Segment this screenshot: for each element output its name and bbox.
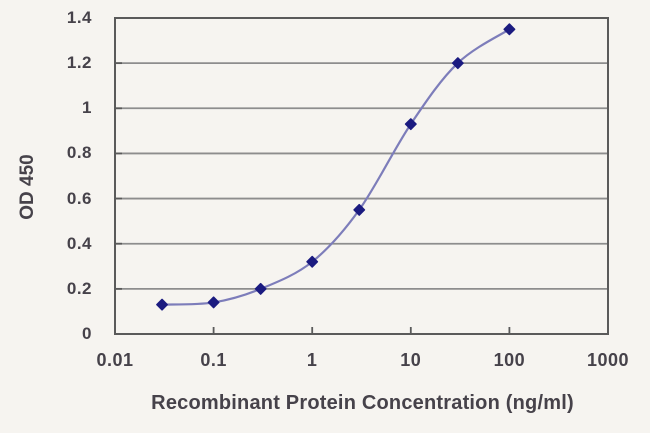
y-tick-label: 1.4 [66,8,92,27]
y-tick-label: 0.8 [66,143,92,163]
data-point-marker [306,255,319,268]
y-tick-label: 1 [82,98,92,118]
y-tick-label: 0.6 [66,188,92,208]
data-point-marker [503,23,516,36]
data-line [160,28,511,306]
data-point-marker [254,282,267,295]
data-point-marker [404,118,417,131]
x-tick-label: 0.1 [200,350,227,370]
x-tick-label: 10 [400,350,422,370]
data-point-marker [451,57,464,70]
y-tick-label: 1.2 [66,53,92,73]
data-point-marker [207,296,220,309]
x-tick-label: 0.01 [96,350,134,370]
x-axis-title: Recombinant Protein Concentration (ng/ml… [151,392,574,414]
y-tick-label: 0.2 [66,278,92,298]
data-point-marker [156,298,168,311]
x-tick-label: 100 [493,350,526,370]
plot-frame [114,17,609,335]
x-tick-label: 1 [306,350,318,370]
y-tick-label: 0 [82,324,92,343]
y-tick-label: 0.4 [66,233,92,253]
data-point-marker [353,203,366,216]
x-tick-label: 1000 [586,350,630,370]
